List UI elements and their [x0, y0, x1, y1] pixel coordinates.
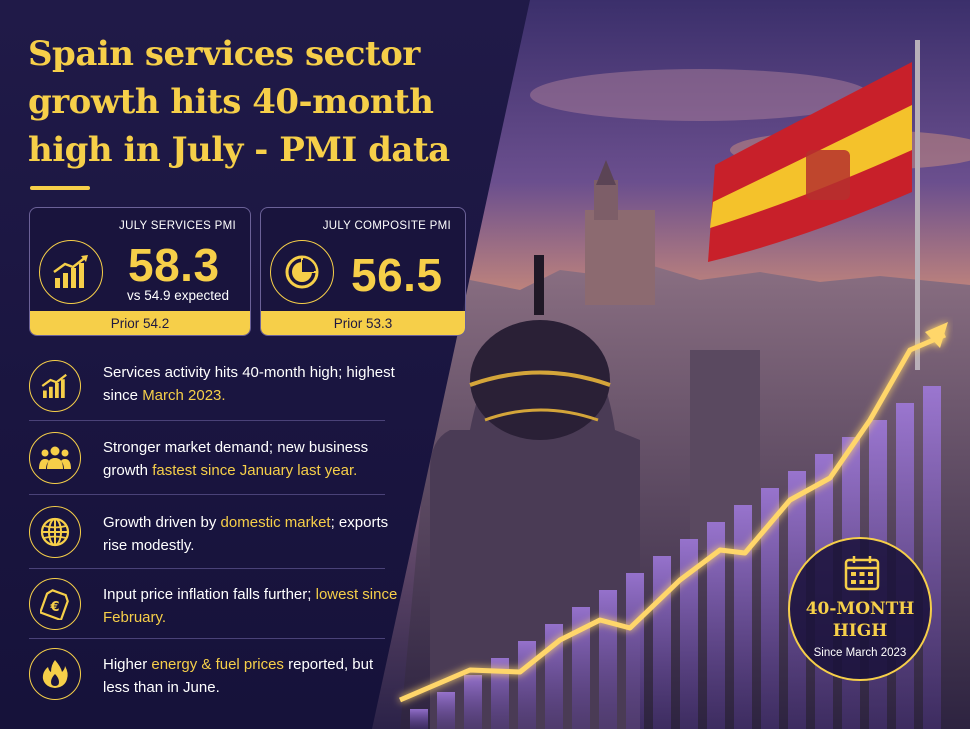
decorative-bar: [626, 573, 644, 729]
badge-title: 40-MONTH: [805, 599, 915, 619]
decorative-bar: [734, 505, 752, 729]
bullet-text: Services activity hits 40-month high; hi…: [103, 364, 395, 404]
headline: Spain services sector growth hits 40-mon…: [28, 30, 468, 174]
services-pmi-expected: vs 54.9 expected: [127, 288, 230, 303]
bullet-text: Input price inflation falls further; low…: [103, 586, 398, 626]
badge-title: HIGH: [832, 621, 888, 641]
divider: [29, 568, 385, 569]
headline-underline: [30, 186, 90, 190]
bar-chart-up-icon: [39, 240, 103, 304]
flame-icon: [29, 648, 81, 700]
decorative-bar: [464, 675, 482, 729]
composite-pmi-value: 56.5: [351, 249, 443, 301]
services-pmi-value: 58.3: [128, 239, 220, 291]
decorative-bar: [707, 522, 725, 729]
pie-chart-icon: [270, 240, 334, 304]
list-item: Growth driven by domestic market; export…: [29, 502, 388, 572]
list-item: Stronger market demand; new business gro…: [29, 428, 385, 498]
euro-tag-icon: €: [29, 578, 81, 630]
bullet-text: Growth driven by domestic market; export…: [103, 514, 389, 554]
decorative-bar: [518, 641, 536, 729]
divider: [29, 638, 385, 639]
growth-arrow: [399, 332, 946, 703]
headline-line: growth hits 40-month: [28, 82, 434, 122]
services-pmi-prior: Prior 54.2: [30, 311, 250, 335]
card-label: JULY COMPOSITE PMI: [322, 220, 451, 232]
composite-pmi-card: JULY COMPOSITE PMI 56.5 Prior 53.3: [260, 207, 466, 336]
decorative-bar: [680, 539, 698, 729]
services-pmi-card: JULY SERVICES PMI 58.3 vs 54.9 expected …: [29, 207, 251, 336]
people-icon: [29, 432, 81, 484]
decorative-bar: [923, 386, 941, 729]
forty-month-high-badge: 40-MONTH HIGH Since March 2023: [788, 537, 932, 681]
decorative-bar: [653, 556, 671, 729]
bar-chart-up-icon: [29, 360, 81, 412]
composite-pmi-prior: Prior 53.3: [261, 311, 465, 335]
headline-line: high in July - PMI data: [28, 130, 450, 170]
bullet-text: Higher energy & fuel prices reported, bu…: [103, 656, 374, 696]
badge-subtitle: Since March 2023: [813, 647, 907, 659]
list-item: Higher energy & fuel prices reported, bu…: [29, 646, 385, 716]
divider: [29, 420, 385, 421]
list-item: Services activity hits 40-month high; hi…: [29, 354, 395, 424]
list-item: € Input price inflation falls further; l…: [29, 576, 397, 646]
headline-line: Spain services sector: [28, 34, 420, 74]
bullet-text: Stronger market demand; new business gro…: [103, 439, 369, 479]
arrow-head-icon: [925, 322, 948, 348]
decorative-bar: [761, 488, 779, 729]
decorative-bar: [491, 658, 509, 729]
card-label: JULY SERVICES PMI: [119, 220, 236, 232]
calendar-icon: [844, 556, 880, 591]
decorative-bar: [437, 692, 455, 729]
divider: [29, 494, 385, 495]
globe-icon: [29, 506, 81, 558]
decorative-bar: [572, 607, 590, 729]
decorative-bar: [410, 709, 428, 729]
decorative-bar: [599, 590, 617, 729]
svg-text:€: €: [49, 600, 59, 615]
